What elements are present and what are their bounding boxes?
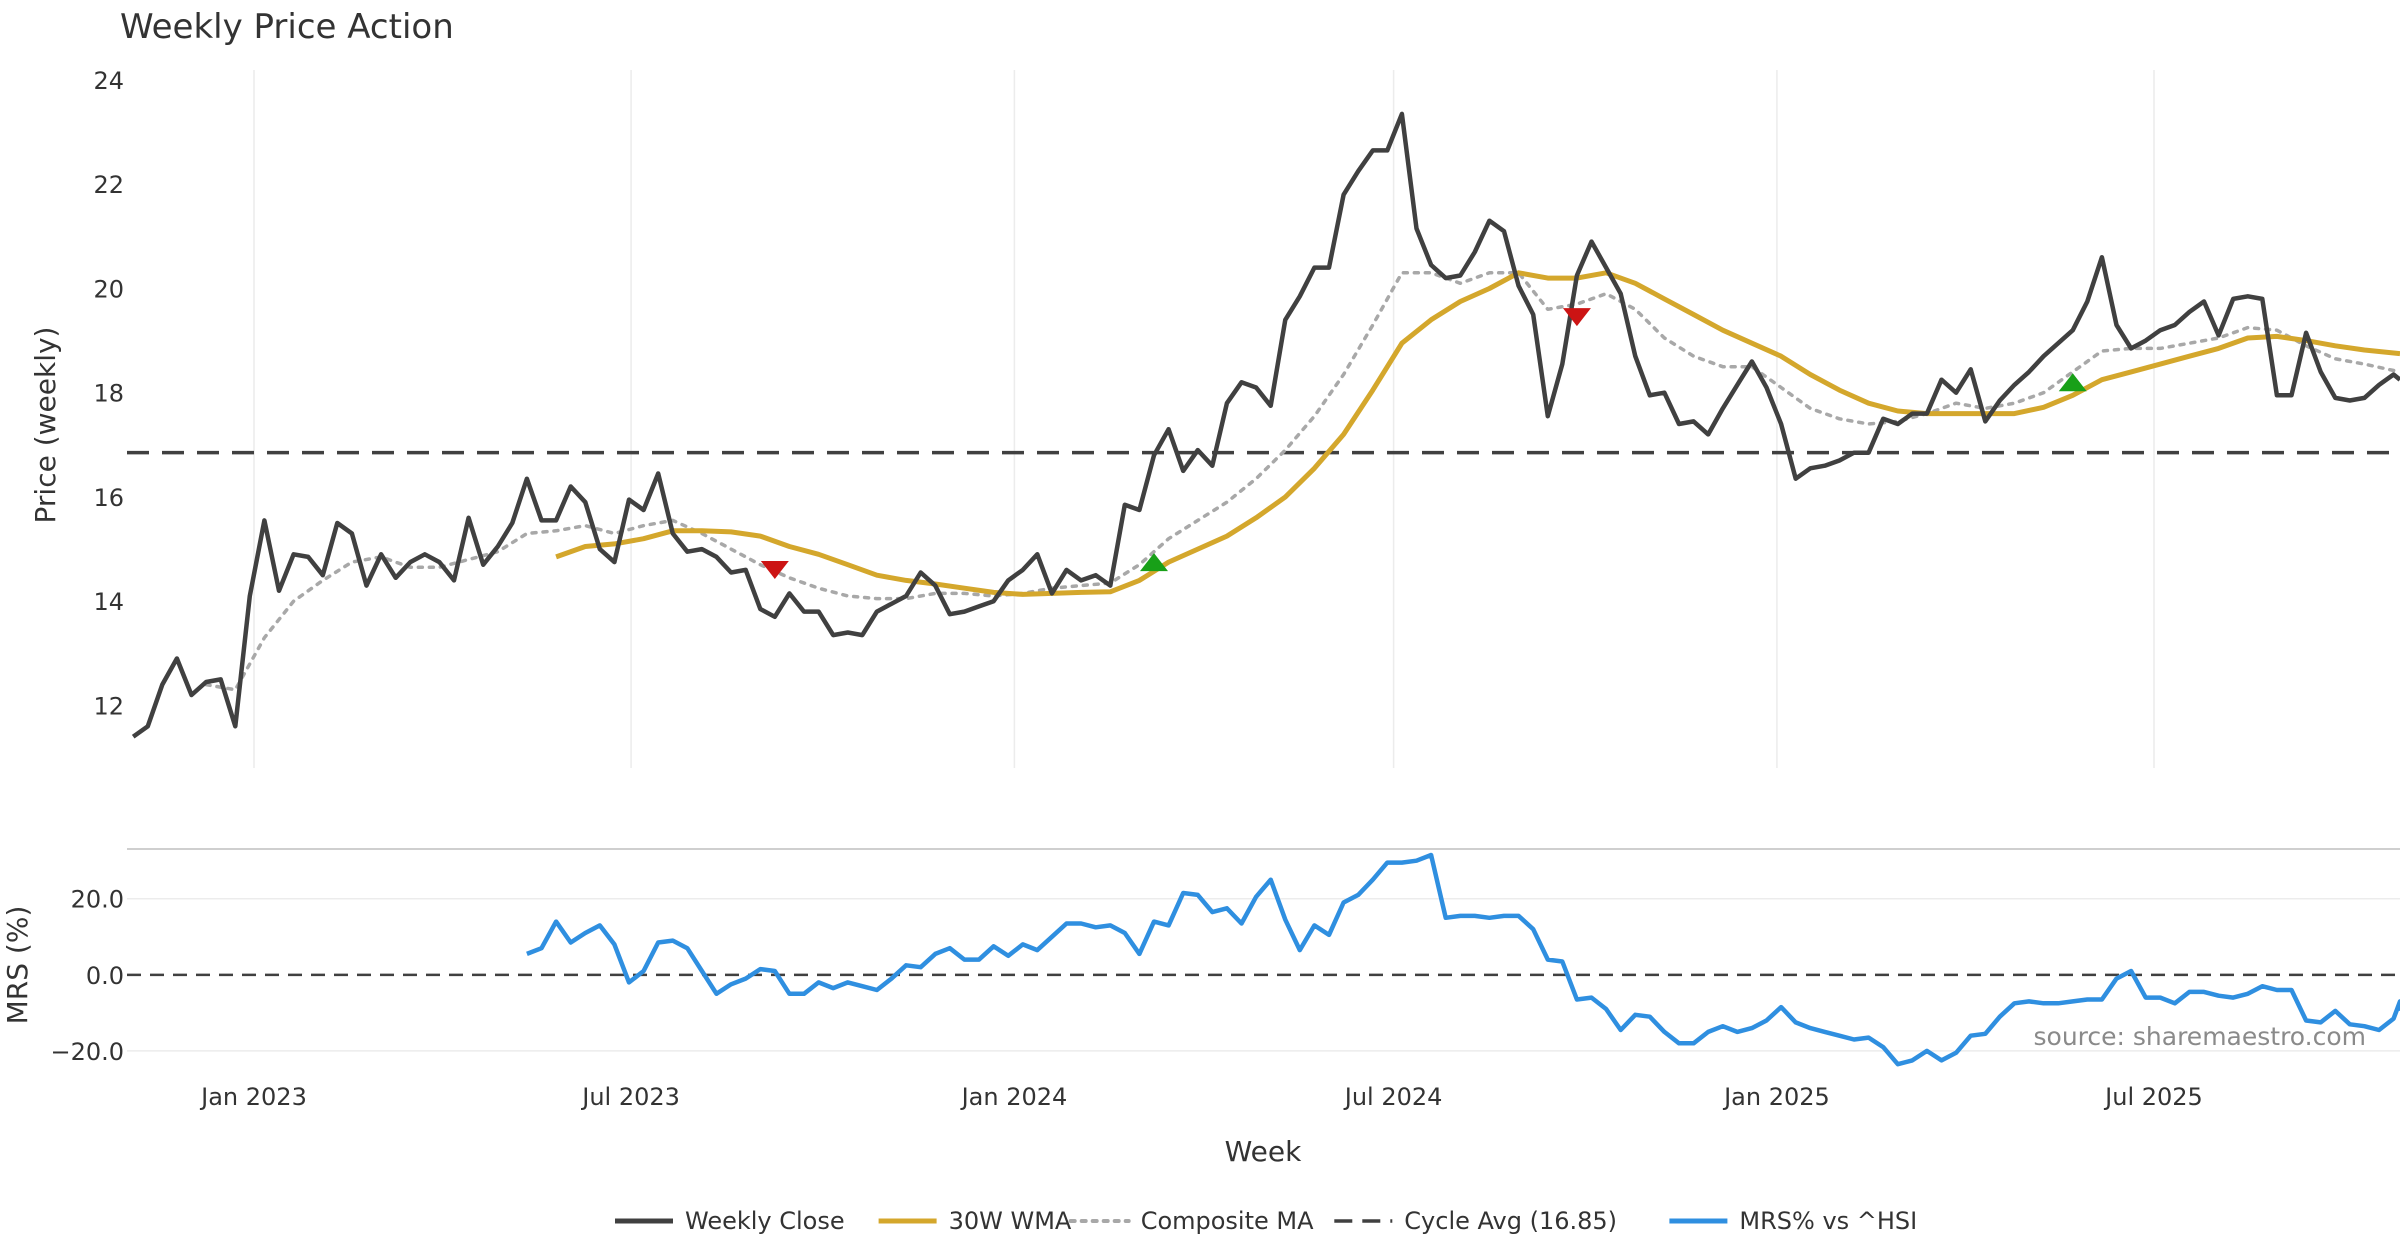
price-grid [253, 70, 2155, 768]
x-tick-label-4: Jan 2025 [1722, 1083, 1830, 1111]
x-tick-label-3: Jul 2024 [1343, 1083, 1443, 1111]
sell-signal-marker-2 [1562, 308, 1591, 327]
x-tick-label-2: Jan 2024 [960, 1083, 1068, 1111]
sell-signal-marker-0 [760, 560, 789, 579]
x-tick-label-1: Jul 2023 [580, 1083, 680, 1111]
mrs-y-ticks: 20.0 0.0 −20.0 [50, 886, 124, 1066]
mrs-line [526, 852, 2400, 1067]
source-watermark: source: sharemaestro.com [2034, 1022, 2367, 1051]
mrs-grid [127, 897, 2400, 1052]
price-y-axis-label: Price (weekly) [29, 327, 62, 524]
composite-ma-line [204, 271, 2400, 692]
legend-label-3: Cycle Avg (16.85) [1404, 1207, 1617, 1235]
price-y-tick-5: 22 [93, 171, 124, 199]
legend-label-1: 30W WMA [949, 1207, 1072, 1235]
price-y-tick-6: 24 [93, 67, 124, 95]
mrs-y-tick-0: 20.0 [71, 886, 124, 914]
price-y-tick-2: 16 [93, 484, 124, 512]
mrs-y-tick-1: 0.0 [86, 962, 124, 990]
mrs-y-axis-label: MRS (%) [1, 906, 34, 1025]
x-tick-labels: Jan 2023 Jul 2023 Jan 2024 Jul 2024 Jan 2025… [199, 1083, 2203, 1111]
signal-markers [760, 308, 2087, 579]
price-y-tick-0: 12 [93, 692, 124, 720]
x-axis-label: Week [1225, 1135, 1302, 1168]
price-y-tick-3: 18 [93, 380, 124, 408]
legend-label-4: MRS% vs ^HSI [1739, 1207, 1917, 1235]
x-tick-label-5: Jul 2025 [2103, 1083, 2203, 1111]
x-tick-label-0: Jan 2023 [199, 1083, 307, 1111]
buy-signal-marker-1 [1140, 553, 1168, 572]
price-y-tick-1: 14 [93, 588, 124, 616]
weekly-close-line [131, 111, 2400, 739]
wma30-line [555, 270, 2400, 597]
chart-title: Weekly Price Action [120, 7, 454, 47]
mrs-y-tick-2: −20.0 [50, 1038, 124, 1066]
legend-label-0: Weekly Close [685, 1207, 845, 1235]
legend: Weekly Close 30W WMA Composite MA Cycle Avg… [615, 1207, 1917, 1235]
price-y-tick-4: 20 [93, 275, 124, 303]
legend-label-2: Composite MA [1141, 1207, 1314, 1235]
price-y-ticks: 12 14 16 18 20 22 24 [93, 67, 124, 720]
buy-signal-marker-3 [2058, 373, 2087, 392]
